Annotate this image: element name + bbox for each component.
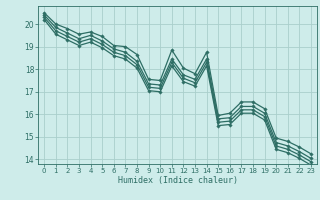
X-axis label: Humidex (Indice chaleur): Humidex (Indice chaleur) — [118, 176, 238, 185]
